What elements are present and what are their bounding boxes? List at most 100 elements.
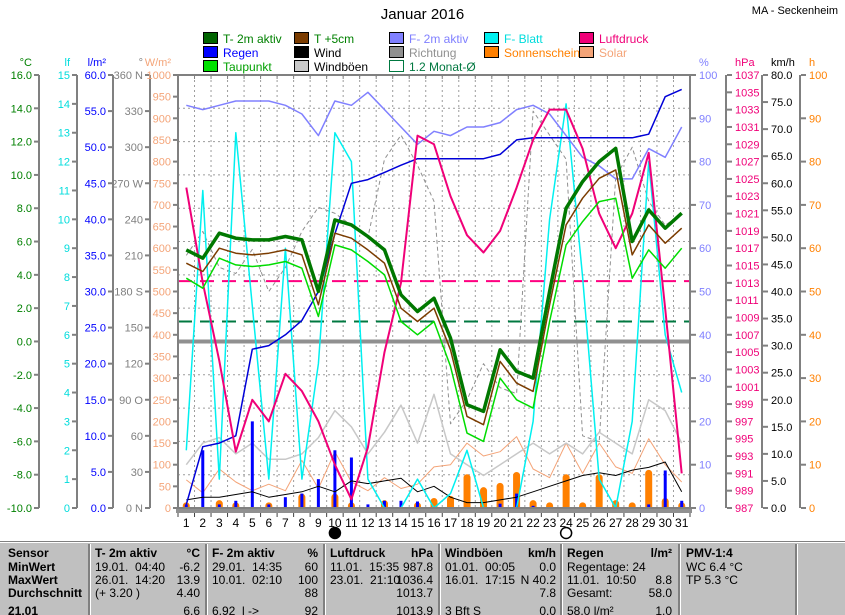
axis-tick-label: 500 xyxy=(153,287,171,299)
legend-label: Solar xyxy=(599,46,628,60)
axis-tick-label: 1031 xyxy=(735,122,759,134)
axis-tick-label: 330 xyxy=(125,106,143,118)
legend-label: 1.2 Monat-Ø xyxy=(409,60,476,74)
axis-tick-label: 12 xyxy=(58,157,70,169)
plot-border xyxy=(177,74,691,509)
axis-tick-label: 3 xyxy=(64,416,70,428)
axis-tick-label: 1 xyxy=(64,474,70,486)
axis-tick-label: -2.0 xyxy=(13,370,32,382)
table-value-number: 1013.7 xyxy=(396,586,433,600)
axis-tick-label: 400 xyxy=(153,330,171,342)
axis-tick-label: 360 N xyxy=(114,70,143,82)
axis-tick-label: 993 xyxy=(735,451,753,463)
axis-hPa: 987 989 991 993 995 997 999 1001 1003 1005 1007 100… xyxy=(725,57,759,515)
legend-swatch-icon xyxy=(294,60,309,72)
axis-tick-label: 1035 xyxy=(735,87,759,99)
table-row-label: MaxWert xyxy=(8,573,58,587)
axis-tick-label: 15.0 xyxy=(85,395,106,407)
axis-tick-label: 65.0 xyxy=(771,151,792,163)
series-Windböen xyxy=(185,393,683,477)
legend-label: Luftdruck xyxy=(599,32,649,46)
axis-tick-label: 90 O xyxy=(119,395,143,407)
axis-tick-label: 70.0 xyxy=(771,124,792,136)
axis-tick-label: 1015 xyxy=(735,261,759,273)
x-tick-label: 27 xyxy=(609,516,623,530)
stats-table-background xyxy=(0,541,845,615)
table-col-header: Windböen xyxy=(445,546,503,560)
axis-tick-label: 30 xyxy=(699,373,711,385)
axis-tick-label: 4 xyxy=(64,388,70,400)
axis-tick-label: 240 xyxy=(125,214,143,226)
axis-tick-label: 450 xyxy=(153,308,171,320)
legend-item: Luftdruck xyxy=(579,32,649,46)
axis-tick-label: 20.0 xyxy=(85,359,106,371)
x-tick-label: 22 xyxy=(526,516,540,530)
axis-tick-label: 0 xyxy=(699,503,705,515)
legend-label: Taupunkt xyxy=(223,60,272,74)
axis-tick-label: 45.0 xyxy=(771,259,792,271)
axis-tick-label: 12.0 xyxy=(11,137,32,149)
axis-tick-label: 987 xyxy=(735,503,753,515)
x-tick-label: 28 xyxy=(626,516,640,530)
axis-tick-label: 14.0 xyxy=(11,103,32,115)
table-unit-header: °C xyxy=(186,546,200,560)
table-value-number: 1036.4 xyxy=(396,573,433,587)
axis-unit-label: ° xyxy=(139,57,143,69)
series-Luftdruck xyxy=(185,108,683,501)
table-value-text: 11.01. 10:50 xyxy=(567,573,637,587)
axis-tick-label: 35.0 xyxy=(771,314,792,326)
axis-tick-label: 4.0 xyxy=(17,270,32,282)
axis-tick-label: 80 xyxy=(809,157,821,169)
axis-tick-label: 1005 xyxy=(735,347,759,359)
axis-tick-label: 40.0 xyxy=(85,214,106,226)
axis-%: 0 10 20 30 40 50 60 70 80 90 100% xyxy=(691,57,717,515)
axis-tick-label: 1025 xyxy=(735,174,759,186)
axis-tick-label: -10.0 xyxy=(7,503,32,515)
table-unit-header: l/m² xyxy=(650,546,672,560)
legend-label: T- 2m aktiv xyxy=(223,32,282,46)
axis-tick-label: 210 xyxy=(125,250,143,262)
axis-tick-label: 6.0 xyxy=(17,237,32,249)
axis-tick-label: 8.0 xyxy=(17,203,32,215)
legend-swatch-icon xyxy=(484,46,499,58)
legend-item: Wind xyxy=(294,46,341,60)
x-tick-label: 1 xyxy=(183,516,190,530)
series-Regen-Summe xyxy=(185,88,683,505)
x-tick-label: 21 xyxy=(510,516,524,530)
axis-tick-label: 700 xyxy=(153,200,171,212)
legend-item: Taupunkt xyxy=(203,60,272,74)
table-divider xyxy=(678,544,681,615)
table-value-text: 6.92 l -> xyxy=(212,604,260,615)
series-F- 2m aktiv xyxy=(186,91,683,180)
axis-tick-label: -8.0 xyxy=(13,470,32,482)
axis-tick-label: 16.0 xyxy=(11,70,32,82)
axis-tick-label: 60 xyxy=(699,243,711,255)
axis-tick-label: 10.0 xyxy=(85,431,106,443)
axis-tick-label: 11 xyxy=(59,185,70,197)
axis-tick-label: 999 xyxy=(735,399,753,411)
table-value-text: 58.0 l/m² xyxy=(567,604,614,615)
axis-tick-label: 1001 xyxy=(735,382,759,394)
x-tick-label: 31 xyxy=(675,516,689,530)
axis-tick-label: 9 xyxy=(64,243,70,255)
table-value-text: TP 5.3 °C xyxy=(686,573,738,587)
axis-tick-label: 1013 xyxy=(735,278,759,290)
axis-tick-label: 100 xyxy=(699,70,717,82)
axis-tick-label: 1009 xyxy=(735,312,759,324)
axis-tick-label: 650 xyxy=(153,222,171,234)
axis-tick-label: 900 xyxy=(153,113,171,125)
table-value-number: 4.40 xyxy=(176,586,200,600)
table-value-number: 7.8 xyxy=(539,586,556,600)
legend-label: Sonnenschein xyxy=(504,46,581,60)
axis-tick-label: 15.0 xyxy=(771,422,792,434)
page-title: Januar 2016 xyxy=(380,6,465,23)
axis-tick-label: 80 xyxy=(699,157,711,169)
axis-tick-label: 550 xyxy=(153,265,171,277)
table-value-number: 0.0 xyxy=(539,604,556,615)
full-moon-icon xyxy=(559,526,573,540)
series-Solar xyxy=(185,436,683,494)
legend-swatch-icon xyxy=(203,46,218,58)
axis-tick-label: 75.0 xyxy=(771,97,792,109)
series-Taupunkt xyxy=(185,197,683,443)
